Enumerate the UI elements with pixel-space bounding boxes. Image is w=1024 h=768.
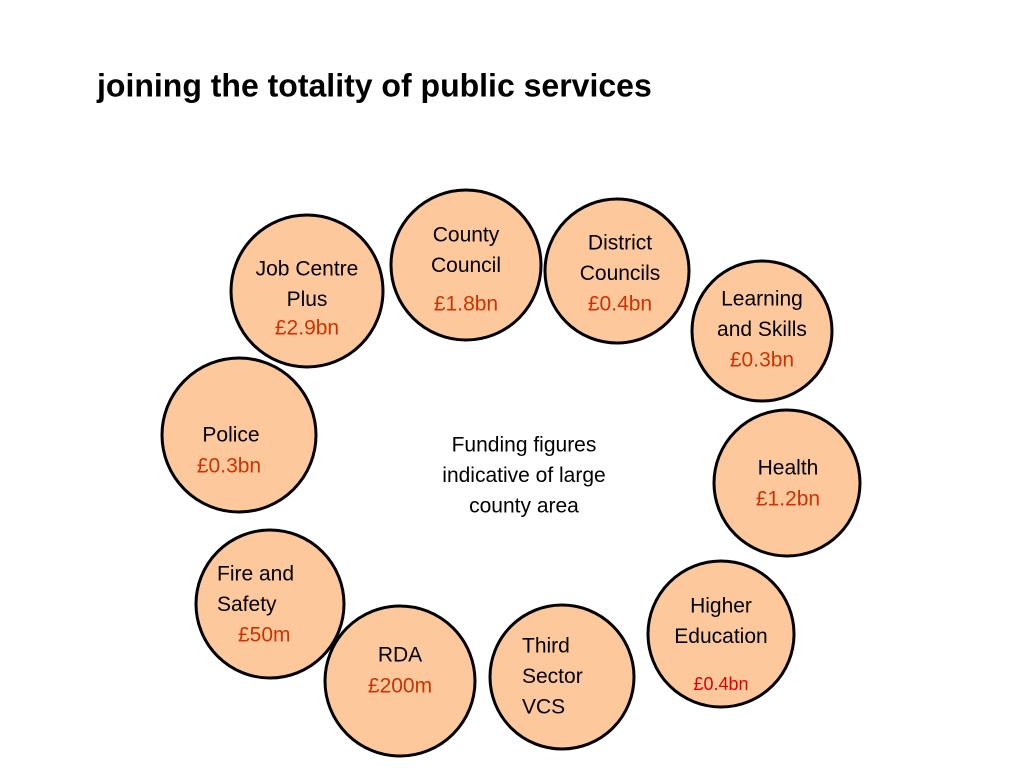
service-label: Council (431, 254, 501, 277)
center-note: indicative of large (442, 464, 605, 487)
slide-title: joining the totality of public services (96, 67, 652, 103)
funding-amount: £0.4bn (588, 293, 652, 316)
funding-amount: £2.9bn (275, 317, 339, 340)
service-label: RDA (378, 644, 422, 667)
service-label: Higher (690, 595, 752, 618)
service-label: Fire and (217, 563, 294, 586)
service-label: Police (202, 424, 259, 447)
service-circle (488, 603, 636, 751)
service-circle (690, 259, 834, 403)
service-label: Learning (721, 288, 803, 311)
service-label: Third (522, 635, 570, 658)
service-label: County (433, 224, 500, 247)
funding-amount: £200m (368, 675, 432, 698)
funding-amount: £50m (238, 624, 291, 647)
funding-amount: £0.4bn (693, 674, 748, 694)
funding-amount: £1.8bn (434, 293, 498, 316)
service-label: Sector (522, 665, 583, 688)
service-circle (646, 559, 796, 709)
service-label: Health (758, 457, 819, 480)
service-circle (229, 213, 385, 369)
funding-amount: £1.2bn (756, 488, 820, 511)
funding-amount: £0.3bn (197, 455, 261, 478)
service-circle (389, 188, 543, 342)
service-label: Safety (217, 593, 277, 616)
service-circle (194, 528, 346, 680)
center-note: Funding figures (452, 434, 597, 457)
service-circle (323, 604, 477, 758)
center-note: county area (469, 495, 579, 518)
service-label: Job Centre (256, 258, 359, 281)
service-label: Education (674, 625, 767, 648)
service-label: and Skills (717, 318, 807, 341)
service-circle (712, 408, 862, 558)
service-circle (543, 197, 691, 345)
service-label: Councils (580, 262, 661, 285)
service-circle (160, 356, 318, 514)
service-label: District (588, 232, 652, 255)
service-label: VCS (522, 696, 565, 719)
service-label: Plus (287, 288, 328, 311)
funding-amount: £0.3bn (730, 349, 794, 372)
